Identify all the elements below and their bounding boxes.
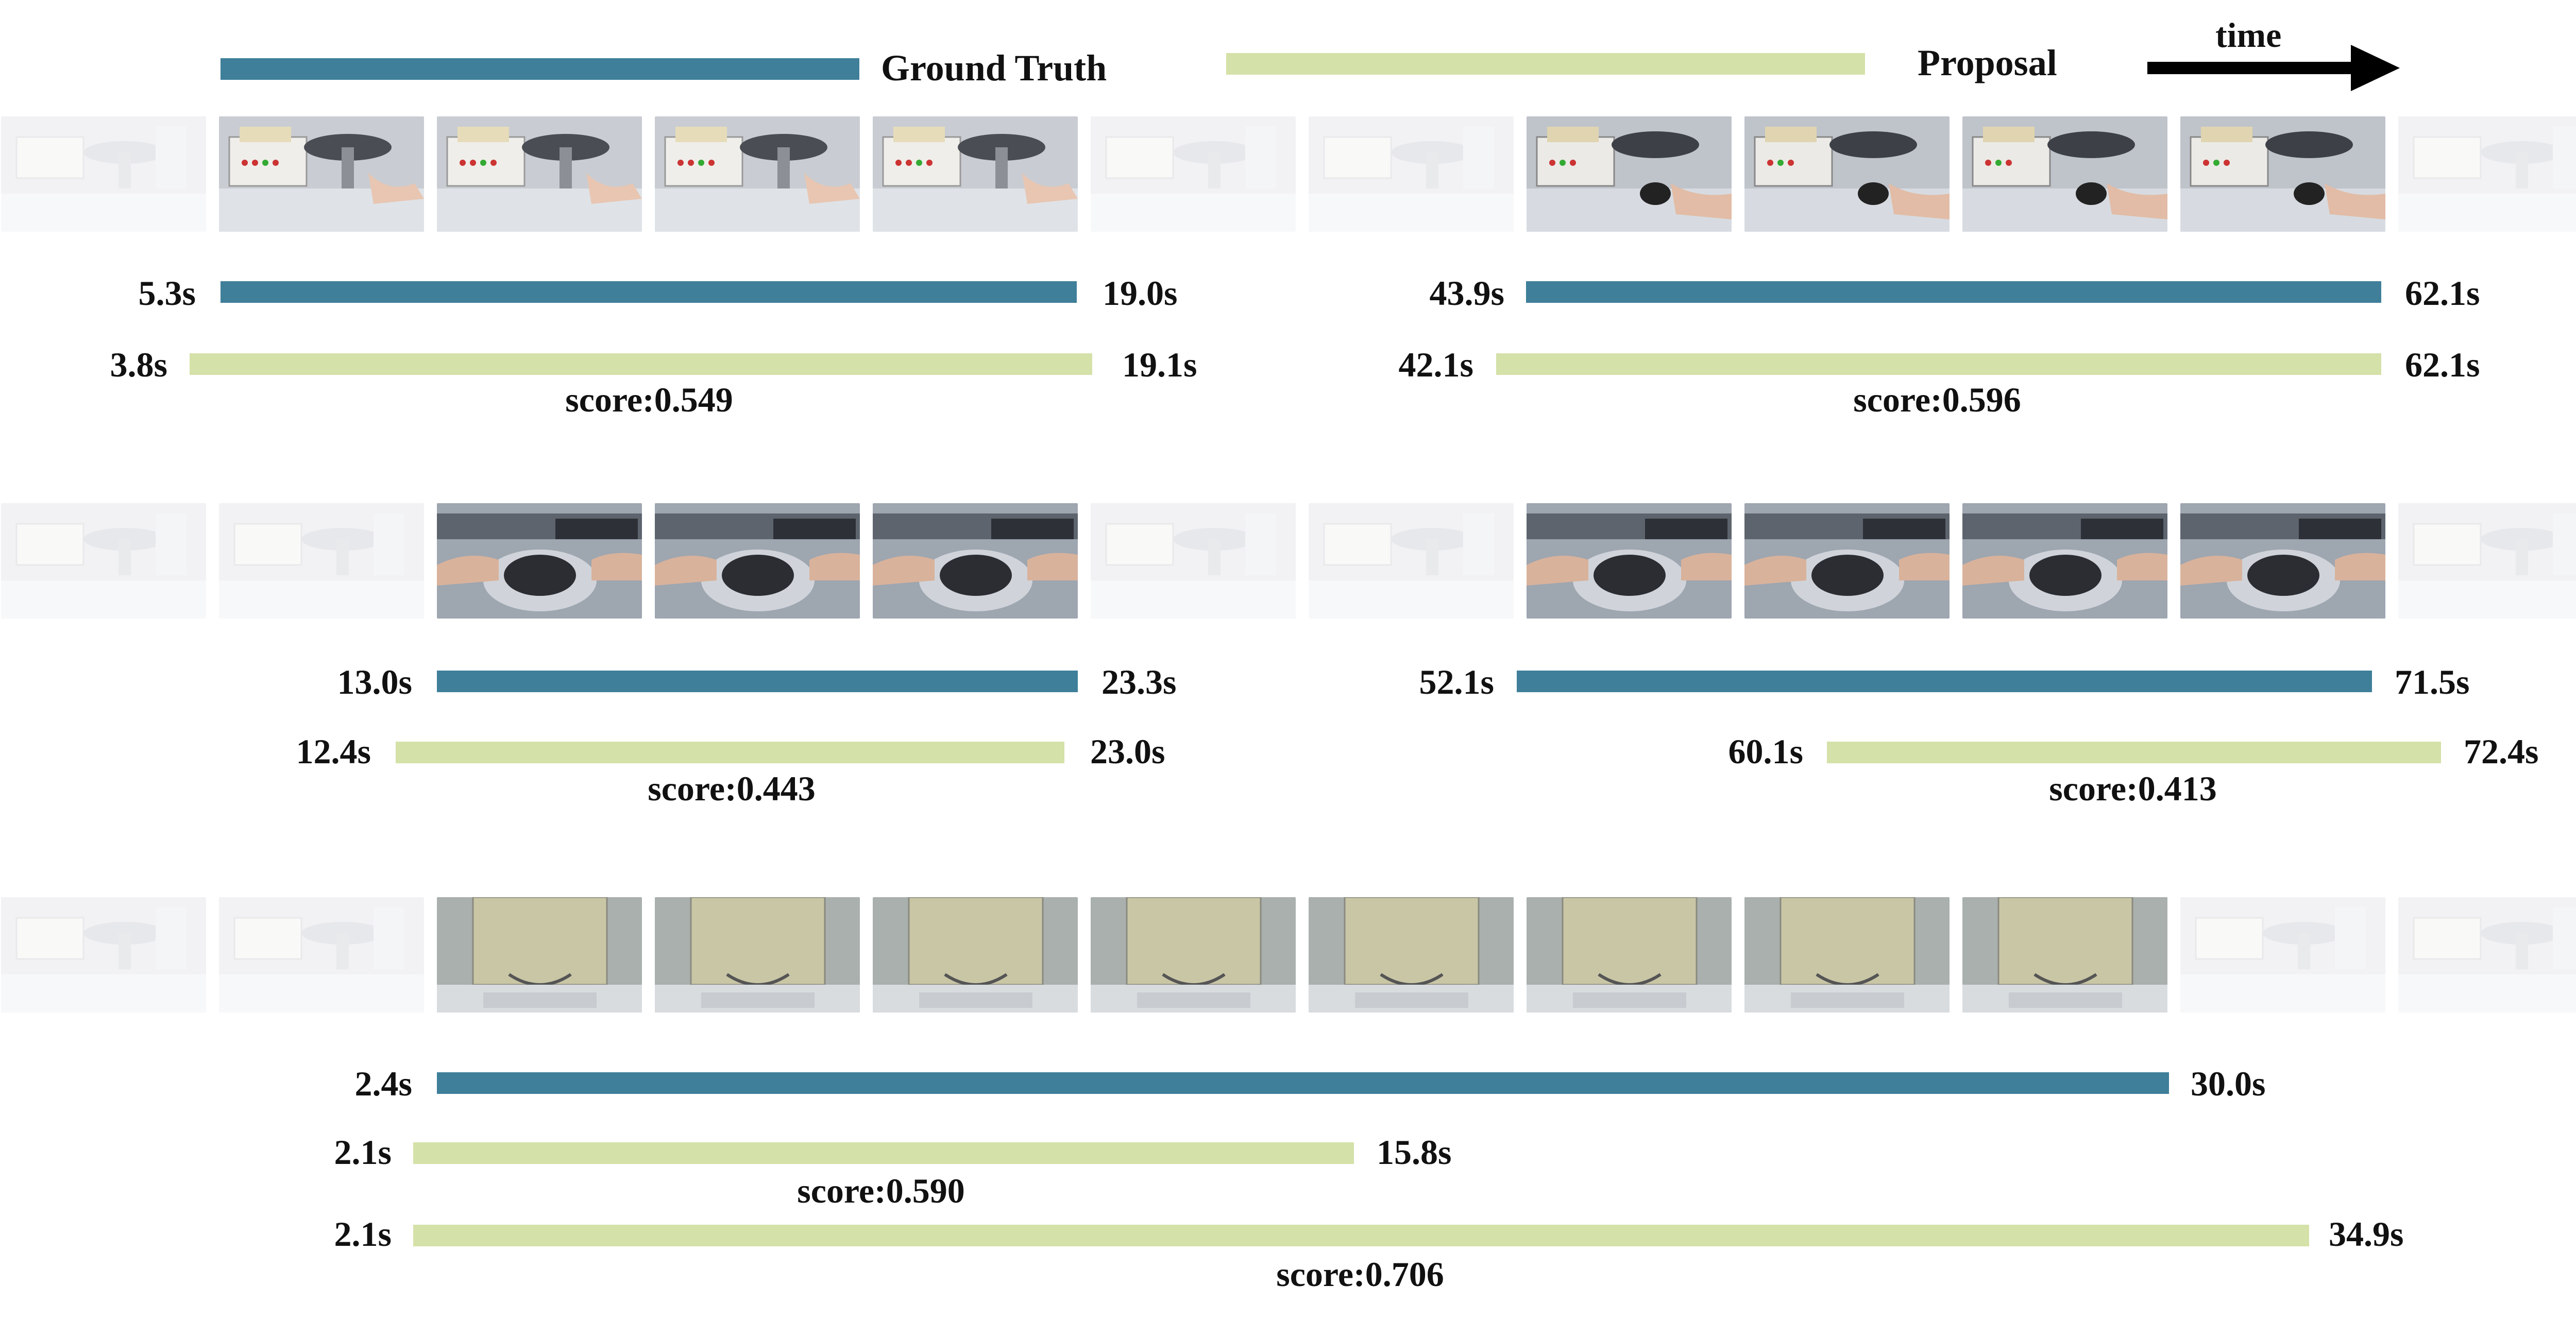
video-frame — [1527, 897, 1732, 1013]
proposal-end-time: 15.8s — [1377, 1133, 1452, 1172]
video-frame — [1744, 503, 1950, 619]
video-frame — [655, 116, 860, 232]
video-frame — [2180, 116, 2385, 232]
proposal-end-time: 19.1s — [1122, 345, 1197, 384]
video-frame — [1744, 897, 1950, 1013]
video-frame — [2398, 897, 2576, 1013]
video-frame — [437, 116, 642, 232]
proposal-end-time: 23.0s — [1090, 732, 1165, 771]
video-frame — [437, 503, 642, 619]
video-frame — [219, 897, 424, 1013]
proposal-score: score:0.443 — [648, 769, 816, 808]
video-frame — [437, 897, 642, 1013]
proposal-start-time: 42.1s — [1398, 345, 1473, 384]
gt-end-time: 71.5s — [2395, 662, 2470, 701]
video-frame — [1, 897, 206, 1013]
proposal-end-time: 34.9s — [2329, 1214, 2404, 1254]
video-frame — [1, 503, 206, 619]
proposal-score: score:0.549 — [565, 380, 733, 419]
video-frame — [2398, 116, 2576, 232]
video-frame — [219, 503, 424, 619]
proposal-start-time: 2.1s — [334, 1133, 392, 1172]
legend-ground-truth-bar — [221, 58, 859, 80]
video-frame — [1091, 503, 1296, 619]
proposal-score: score:0.590 — [797, 1171, 965, 1210]
video-frame — [1527, 503, 1732, 619]
legend-time-label: time — [2215, 15, 2282, 55]
proposal-score: score:0.706 — [1276, 1255, 1444, 1294]
gt-start-time: 13.0s — [337, 662, 412, 701]
proposal-start-time: 2.1s — [334, 1214, 392, 1254]
video-frame — [1, 116, 206, 232]
proposal-end-time: 62.1s — [2405, 345, 2480, 384]
video-frame — [1962, 503, 2167, 619]
proposal-bar — [1827, 742, 2441, 763]
proposal-bar — [190, 353, 1092, 375]
gt-end-time: 23.3s — [1101, 662, 1177, 701]
video-frame — [1744, 116, 1950, 232]
ground-truth-bar — [221, 281, 1077, 303]
proposal-score: score:0.596 — [1853, 380, 2021, 419]
ground-truth-bar — [1517, 671, 2372, 692]
video-frame — [655, 503, 860, 619]
legend-proposal-label: Proposal — [1918, 42, 2057, 83]
video-frame — [873, 116, 1078, 232]
gt-start-time: 52.1s — [1419, 662, 1494, 701]
video-frame — [219, 116, 424, 232]
proposal-bar — [413, 1142, 1354, 1164]
ground-truth-bar — [437, 671, 1078, 692]
gt-end-time: 19.0s — [1103, 273, 1178, 313]
proposal-start-time: 3.8s — [110, 345, 167, 384]
gt-end-time: 30.0s — [2191, 1064, 2266, 1103]
gt-end-time: 62.1s — [2405, 273, 2480, 313]
proposal-bar — [396, 742, 1064, 763]
video-frame — [2180, 503, 2385, 619]
video-frame — [1091, 116, 1296, 232]
video-frame — [1527, 116, 1732, 232]
video-frame — [873, 503, 1078, 619]
proposal-score: score:0.413 — [2049, 769, 2217, 808]
proposal-start-time: 60.1s — [1728, 732, 1803, 771]
video-frame — [655, 897, 860, 1013]
legend-proposal-bar — [1226, 53, 1865, 75]
video-frame — [1309, 503, 1514, 619]
video-frame — [1309, 116, 1514, 232]
video-frame — [1091, 897, 1296, 1013]
video-frame — [1962, 897, 2167, 1013]
video-frame — [873, 897, 1078, 1013]
video-frame — [1309, 897, 1514, 1013]
video-frame — [1962, 116, 2167, 232]
time-arrow-icon — [2147, 45, 2400, 91]
ground-truth-bar — [437, 1072, 2169, 1094]
proposal-end-time: 72.4s — [2464, 732, 2539, 771]
gt-start-time: 5.3s — [138, 273, 196, 313]
video-frame — [2398, 503, 2576, 619]
video-frame — [2180, 897, 2385, 1013]
legend-ground-truth-label: Ground Truth — [881, 47, 1107, 89]
proposal-bar — [1496, 353, 2381, 375]
gt-start-time: 2.4s — [354, 1064, 412, 1103]
proposal-bar — [413, 1225, 2309, 1246]
gt-start-time: 43.9s — [1429, 273, 1504, 313]
ground-truth-bar — [1526, 281, 2381, 303]
proposal-start-time: 12.4s — [296, 732, 371, 771]
